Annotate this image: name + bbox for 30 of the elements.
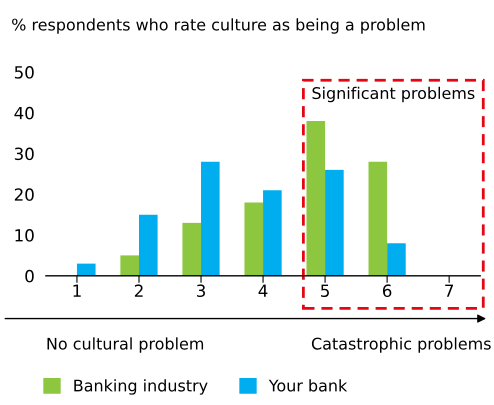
bar <box>201 162 220 276</box>
bar <box>263 190 282 276</box>
bar <box>120 255 139 276</box>
bar <box>306 120 326 276</box>
bar <box>325 170 344 276</box>
x-tick-label: 7 <box>445 284 454 297</box>
x-tick-label: 1 <box>73 284 81 297</box>
bar <box>387 243 406 276</box>
y-tick-label: 50 <box>14 66 34 79</box>
bar <box>182 222 202 276</box>
bar <box>368 162 388 276</box>
bar <box>138 214 158 276</box>
legend-label: Your bank <box>268 379 348 392</box>
y-tick-label: 40 <box>14 106 34 120</box>
text: No cultural problem <box>48 337 204 353</box>
y-tick-label: 30 <box>14 148 34 160</box>
annotation: Significant problems <box>312 86 474 102</box>
x-tick-label: 4 <box>258 284 268 297</box>
bar <box>76 264 96 276</box>
x-tick-label: 3 <box>196 284 205 298</box>
chart-title: % respondents who rate culture as being a problem <box>12 18 425 34</box>
bar <box>244 202 264 276</box>
x-tick-label: 6 <box>382 284 392 298</box>
x-tick-label: 2 <box>134 284 143 297</box>
y-tick-label: 0 <box>25 270 34 282</box>
legend-label: Banking industry <box>74 379 208 395</box>
y-tick-label: 10 <box>15 229 34 242</box>
y-tick-label: 20 <box>14 188 34 201</box>
text: Catastrophic problems <box>312 337 491 353</box>
x-tick-label: 5 <box>321 284 329 298</box>
